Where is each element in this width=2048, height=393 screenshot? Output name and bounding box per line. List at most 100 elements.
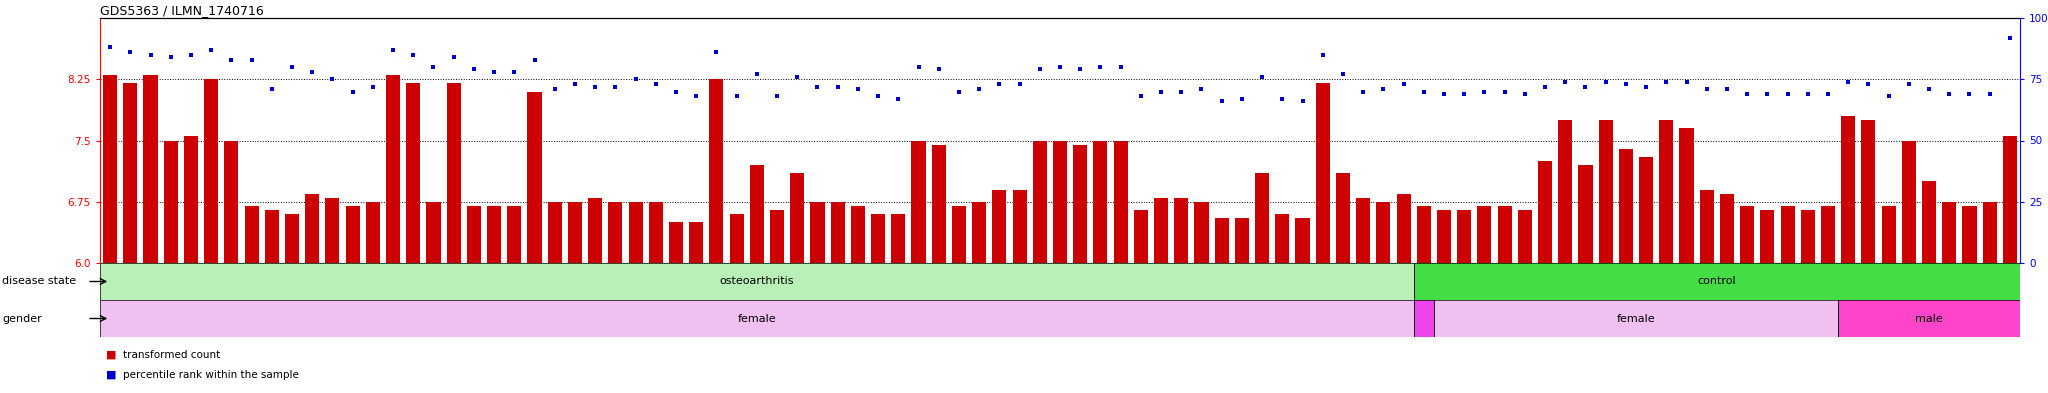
Point — [580, 83, 612, 90]
Point — [1651, 79, 1683, 85]
Point — [1307, 51, 1339, 58]
Point — [1427, 91, 1460, 97]
Bar — [1839, 300, 2019, 337]
Point — [1548, 79, 1581, 85]
Point — [1872, 93, 1905, 99]
Bar — [1982, 202, 1997, 263]
Bar — [2003, 136, 2017, 263]
Bar — [891, 214, 905, 263]
Point — [236, 57, 268, 63]
Bar — [1073, 145, 1087, 263]
Point — [1145, 88, 1178, 95]
Point — [721, 93, 754, 99]
Point — [1690, 86, 1722, 92]
Point — [1104, 64, 1137, 70]
Point — [115, 49, 147, 55]
Bar — [528, 92, 541, 263]
Text: transformed count: transformed count — [123, 350, 219, 360]
Point — [154, 54, 186, 61]
Bar — [811, 202, 825, 263]
Point — [295, 69, 328, 75]
Bar — [850, 206, 864, 263]
Text: GDS5363 / ILMN_1740716: GDS5363 / ILMN_1740716 — [100, 4, 264, 17]
Point — [700, 49, 733, 55]
Point — [1630, 83, 1663, 90]
Point — [1286, 98, 1319, 105]
Bar — [1518, 210, 1532, 263]
Point — [1933, 91, 1966, 97]
Bar — [305, 194, 319, 263]
Bar — [729, 214, 743, 263]
Bar — [1012, 189, 1026, 263]
Text: female: female — [1616, 314, 1655, 323]
Bar — [1296, 218, 1309, 263]
Point — [942, 88, 975, 95]
Bar — [1153, 198, 1167, 263]
Bar — [588, 198, 602, 263]
Bar — [1962, 206, 1976, 263]
Point — [659, 88, 692, 95]
Bar — [1599, 120, 1612, 263]
Point — [518, 57, 551, 63]
Bar — [547, 202, 561, 263]
Bar — [608, 202, 623, 263]
Bar — [164, 141, 178, 263]
Point — [133, 51, 166, 58]
Bar — [1032, 141, 1047, 263]
Point — [1004, 81, 1036, 87]
Bar — [649, 202, 664, 263]
Point — [1448, 91, 1481, 97]
Bar — [1659, 120, 1673, 263]
Bar — [346, 206, 360, 263]
Text: gender: gender — [2, 314, 41, 323]
Point — [1892, 81, 1925, 87]
Bar — [709, 79, 723, 263]
Point — [618, 76, 651, 83]
Point — [1186, 86, 1219, 92]
Point — [1165, 88, 1198, 95]
Bar — [1800, 210, 1815, 263]
Point — [780, 73, 813, 80]
Point — [1993, 35, 2025, 41]
Point — [639, 81, 672, 87]
Point — [1710, 86, 1743, 92]
Point — [801, 83, 834, 90]
Bar — [1679, 128, 1694, 263]
Point — [256, 86, 289, 92]
Bar — [1638, 157, 1653, 263]
Point — [983, 81, 1016, 87]
Bar — [1094, 141, 1108, 263]
Bar — [1214, 218, 1229, 263]
Bar — [1720, 194, 1735, 263]
Point — [922, 66, 954, 73]
Bar — [102, 75, 117, 263]
Bar — [831, 202, 844, 263]
Bar — [1413, 263, 2019, 300]
Point — [315, 76, 348, 83]
Bar — [467, 206, 481, 263]
Bar — [184, 136, 199, 263]
Point — [1366, 86, 1399, 92]
Bar — [1456, 210, 1470, 263]
Bar — [670, 222, 684, 263]
Bar — [770, 210, 784, 263]
Point — [438, 54, 471, 61]
Bar — [143, 75, 158, 263]
Bar — [1497, 206, 1511, 263]
Point — [862, 93, 895, 99]
Point — [1731, 91, 1763, 97]
Point — [1974, 91, 2007, 97]
Point — [397, 51, 430, 58]
Bar — [326, 198, 340, 263]
Text: female: female — [737, 314, 776, 323]
Bar — [911, 141, 926, 263]
Point — [1913, 86, 1946, 92]
Point — [356, 83, 389, 90]
Point — [1044, 64, 1077, 70]
Point — [539, 86, 571, 92]
Point — [1225, 96, 1257, 102]
Bar — [1356, 198, 1370, 263]
Bar — [406, 83, 420, 263]
Bar — [1538, 161, 1552, 263]
Point — [1124, 93, 1157, 99]
